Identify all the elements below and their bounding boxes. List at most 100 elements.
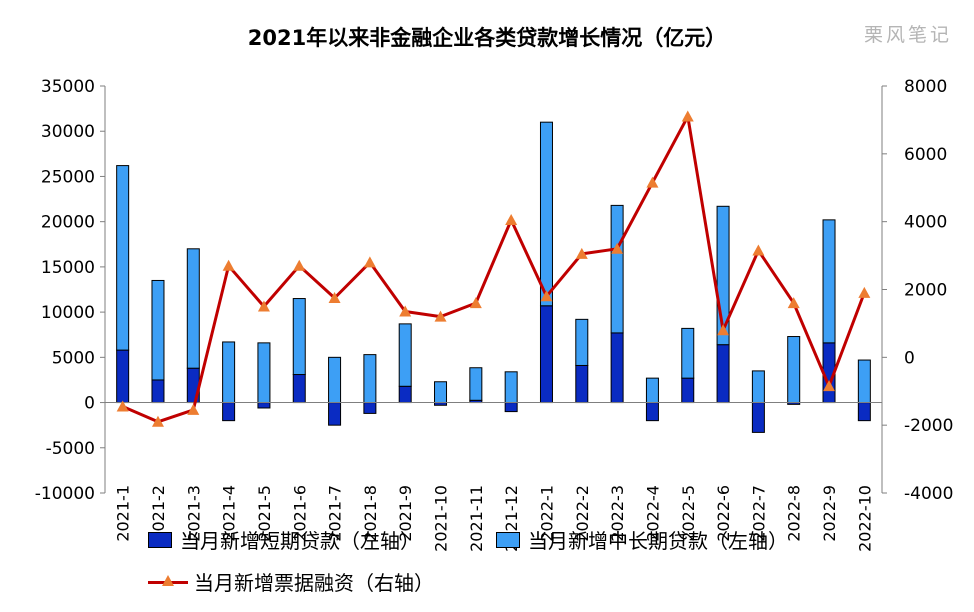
long-term-bar — [434, 381, 448, 404]
bill-financing-point — [399, 305, 412, 317]
short-term-bar — [681, 377, 695, 404]
x-tick-label: 2021-8 — [361, 485, 380, 542]
x-tick-label: 2021-7 — [326, 485, 345, 542]
long-term-bar — [857, 359, 871, 404]
short-term-bar — [645, 402, 659, 422]
bill-financing-point — [469, 297, 482, 309]
long-term-bar — [222, 341, 236, 404]
legend-swatch-short-term — [148, 531, 172, 548]
right-tick-label: 4000 — [904, 213, 947, 233]
x-tick-label: 2022-1 — [537, 485, 556, 542]
bill-financing-point — [151, 415, 164, 427]
short-term-bar — [328, 402, 342, 426]
long-term-bar — [328, 356, 342, 404]
bill-financing-point — [858, 286, 871, 298]
long-term-bar — [504, 371, 518, 404]
legend-label-bill-financing: 当月新增票据融资（右轴） — [194, 571, 434, 595]
short-term-bar — [610, 332, 624, 404]
short-term-bar — [398, 385, 412, 404]
x-tick-label: 2021-4 — [220, 485, 239, 542]
right-y-axis: -4000 -2000 0 2000 4000 6000 8000 — [881, 77, 953, 504]
long-term-bar — [575, 318, 589, 366]
short-term-bar — [504, 402, 518, 413]
long-term-bar — [398, 323, 412, 387]
long-term-bar — [116, 165, 130, 351]
long-term-bar — [787, 336, 801, 404]
line-series — [116, 110, 871, 427]
bill-financing-line — [122, 115, 866, 424]
short-term-bar — [363, 402, 377, 414]
x-tick-label: 2022-2 — [573, 485, 592, 542]
left-tick-label: 25000 — [41, 167, 95, 187]
short-term-bar — [716, 344, 730, 404]
left-tick-label: 20000 — [41, 213, 95, 233]
bill-financing-point — [575, 247, 588, 259]
left-tick-label: 0 — [84, 394, 95, 414]
x-tick-label: 2021-9 — [396, 485, 415, 542]
short-term-bar — [575, 364, 589, 404]
bill-financing-point — [505, 213, 518, 225]
long-term-bar — [681, 327, 695, 379]
right-tick-label: -4000 — [904, 484, 953, 504]
long-term-bar — [822, 219, 836, 344]
long-term-bar — [257, 342, 271, 404]
x-tick-label: 2022-6 — [714, 485, 733, 542]
right-tick-label: 8000 — [904, 77, 947, 97]
bill-financing-point — [540, 290, 553, 302]
long-term-bar — [292, 298, 306, 376]
x-tick-label: 2021-11 — [467, 485, 486, 552]
bill-financing-point — [787, 297, 800, 309]
left-tick-label: -10000 — [35, 484, 95, 504]
bill-financing-point — [611, 242, 624, 254]
left-tick-label: -5000 — [46, 439, 95, 459]
long-term-bar — [151, 279, 165, 381]
watermark-text: 栗风笔记 — [863, 24, 952, 46]
long-term-bar — [539, 121, 553, 307]
bill-financing-point — [328, 291, 341, 303]
chart-title: 2021年以来非金融企业各类贷款增长情况（亿元） — [247, 26, 727, 50]
short-term-bar — [151, 379, 165, 404]
x-tick-label: 2022-9 — [820, 485, 839, 542]
x-tick-label: 2021-3 — [184, 485, 203, 542]
left-tick-label: 15000 — [41, 258, 95, 278]
x-tick-label: 2022-5 — [679, 485, 698, 542]
legend-swatch-long-term — [496, 531, 520, 548]
legend-label-long-term: 当月新增中长期贷款（左轴） — [528, 529, 788, 553]
bill-financing-point — [116, 400, 129, 412]
x-tick-label: 2022-10 — [855, 485, 874, 552]
x-tick-label: 2021-6 — [290, 485, 309, 542]
left-tick-label: 35000 — [41, 77, 95, 97]
legend-item-long-term: 当月新增中长期贷款（左轴） — [496, 525, 788, 554]
x-tick-label: 2021-2 — [149, 485, 168, 542]
bill-financing-point — [752, 244, 765, 256]
x-tick-label: 2021-5 — [255, 485, 274, 542]
x-tick-label: 2021-10 — [432, 485, 451, 552]
x-tick-label: 2022-4 — [643, 485, 662, 542]
bar-series — [116, 121, 871, 433]
bill-financing-point — [646, 176, 659, 188]
legend-label-short-term: 当月新增短期贷款（左轴） — [180, 529, 420, 553]
short-term-bar — [222, 402, 236, 422]
left-y-axis: -10000 -5000 0 5000 10000 15000 20000 25000 3000… — [35, 77, 106, 504]
right-tick-label: 6000 — [904, 145, 947, 165]
long-term-bar — [751, 370, 765, 404]
right-tick-label: -2000 — [904, 416, 953, 436]
left-tick-label: 30000 — [41, 122, 95, 142]
left-tick-label: 10000 — [41, 303, 95, 323]
x-tick-label: 2022-3 — [608, 485, 627, 542]
short-term-bar — [257, 402, 271, 409]
short-term-bar — [116, 349, 130, 404]
bill-financing-point — [257, 300, 270, 312]
x-tick-label: 2021-1 — [114, 485, 133, 542]
short-term-bar — [857, 402, 871, 422]
x-tick-label: 2022-8 — [785, 485, 804, 542]
long-term-bar — [469, 367, 483, 401]
bill-financing-point — [434, 310, 447, 322]
bill-financing-point — [681, 110, 694, 122]
bill-financing-point — [222, 259, 235, 271]
right-tick-label: 2000 — [904, 281, 947, 301]
legend-swatch-bill-financing — [148, 572, 188, 592]
short-term-bar — [292, 374, 306, 404]
bill-financing-point — [823, 380, 836, 392]
long-term-bar — [610, 204, 624, 334]
